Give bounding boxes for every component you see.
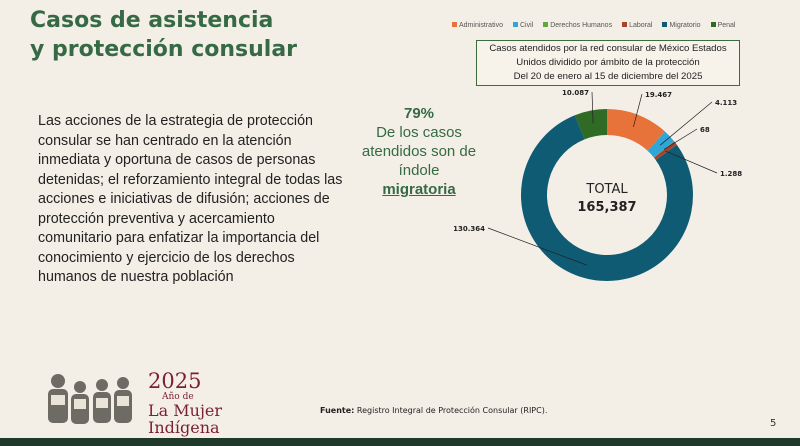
women-illustration-logo	[48, 374, 132, 424]
highlight-percent: 79%	[403, 105, 435, 122]
leader-line	[487, 227, 587, 266]
legend-item: Migratorio	[662, 21, 701, 30]
legend-label: Penal	[717, 22, 736, 29]
body-paragraph: Las acciones de la estrategia de protecc…	[38, 113, 343, 285]
legend-item: Derechos Humanos	[543, 21, 612, 30]
center-label: TOTAL	[585, 182, 628, 197]
bottom-bar	[0, 438, 800, 446]
page-number: 5	[770, 418, 777, 429]
source-text: Registro Integral de Protección Consular…	[356, 406, 548, 415]
logo-line-2: La Mujer	[148, 401, 223, 420]
legend-swatch	[622, 22, 628, 27]
leader-line	[591, 91, 594, 124]
donut-slice-migratorio	[521, 115, 694, 281]
title-line-2: y protección consular	[30, 37, 298, 62]
legend-label: Civil	[519, 22, 534, 29]
page-title: Casos de asistencia y protección consula…	[30, 6, 297, 64]
chart-title-line: Del 20 de enero al 15 de diciembre del 2…	[513, 71, 703, 82]
chart-title: Casos atendidos por la red consular de M…	[476, 40, 740, 86]
logo-line-3: Indígena	[148, 418, 220, 437]
legend-item: Administrativo	[452, 21, 503, 30]
leader-line	[660, 101, 713, 146]
leader-line	[633, 93, 643, 128]
source-note: Fuente: Registro Integral de Protección …	[320, 406, 547, 415]
data-label: 130.364	[453, 225, 485, 233]
leader-line	[663, 128, 698, 150]
highlight-text: De los casos atendidos son de índole	[361, 124, 477, 179]
donut-slice-penal	[574, 109, 607, 140]
legend-swatch	[662, 22, 668, 27]
chart-title-line: Unidos dividido por ámbito de la protecc…	[516, 57, 700, 68]
legend-item: Civil	[512, 21, 534, 30]
highlight-callout: 79% De los casos atendidos son de índole…	[353, 104, 485, 199]
data-label: 4.113	[715, 99, 737, 107]
title-line-1: Casos de asistencia	[30, 8, 274, 33]
legend-label: Migratorio	[669, 22, 701, 29]
legend-swatch	[710, 22, 716, 27]
legend-item: Laboral	[622, 21, 652, 30]
legend-label: Derechos Humanos	[550, 22, 613, 29]
legend-swatch	[452, 22, 457, 27]
year-logo: 2025 Año de La Mujer Indígena	[148, 370, 222, 436]
logo-year: 2025	[148, 369, 202, 393]
center-value: 165,387	[577, 200, 636, 215]
legend-swatch	[512, 22, 518, 27]
data-label: 68	[700, 126, 710, 134]
legend-label: Laboral	[629, 22, 653, 29]
donut-slice-administrativo	[607, 109, 665, 151]
chart-legend: Administrativo Civil Derechos Humanos Labor…	[452, 21, 735, 30]
legend-label: Administrativo	[459, 22, 503, 29]
legend-swatch	[543, 22, 549, 27]
highlight-word: migratoria	[382, 181, 456, 198]
data-label: 19.467	[645, 91, 672, 99]
data-label: 10.087	[562, 89, 589, 97]
leader-line	[665, 150, 718, 174]
legend-item: Penal	[710, 21, 736, 30]
logo-line-1: Año de	[162, 392, 194, 402]
source-label: Fuente:	[320, 406, 355, 415]
chart-title-line: Casos atendidos por la red consular de M…	[489, 43, 727, 54]
data-label: 1.288	[720, 170, 742, 178]
